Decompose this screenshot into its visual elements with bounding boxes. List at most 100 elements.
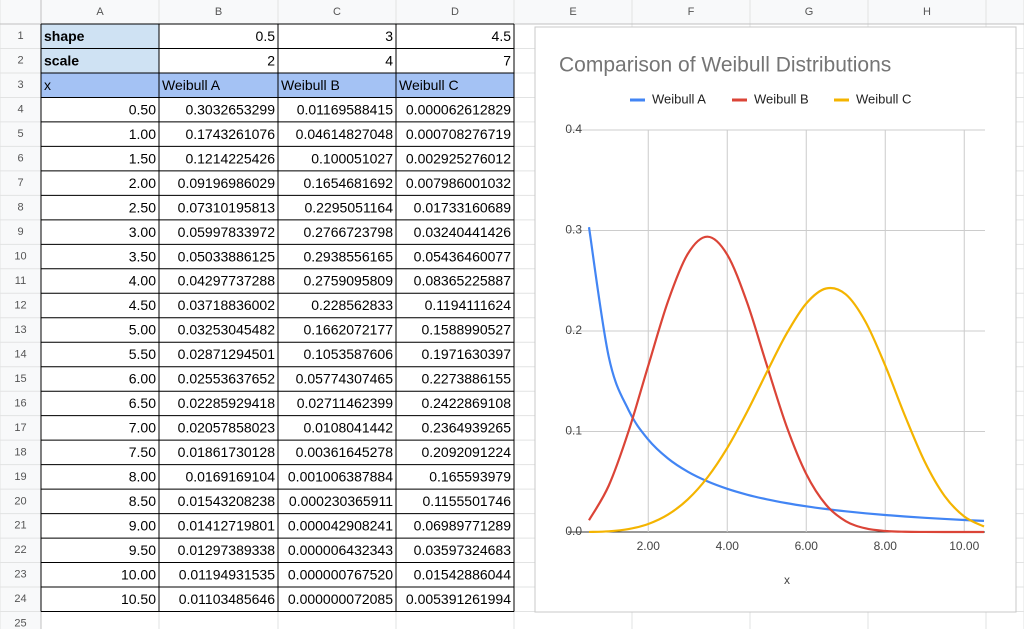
- cell-text[interactable]: 0.01543208238: [178, 493, 276, 509]
- cell-text[interactable]: 0.09196986029: [178, 175, 276, 191]
- cell-text[interactable]: 0.2092091224: [421, 444, 511, 460]
- cell-text[interactable]: 0.01861730128: [178, 444, 276, 460]
- cell-text[interactable]: 3.00: [129, 224, 156, 240]
- cell-text[interactable]: 0.007986001032: [406, 175, 511, 191]
- cell-text[interactable]: 0.03253045482: [178, 322, 276, 338]
- cell-text[interactable]: 7.00: [129, 420, 156, 436]
- cell-text[interactable]: x: [44, 77, 51, 93]
- cell-text[interactable]: 0.00361645278: [296, 444, 394, 460]
- cell-text[interactable]: 0.165593979: [429, 469, 511, 485]
- cell-text[interactable]: 0.01103485646: [179, 591, 275, 607]
- cell-text[interactable]: 8.00: [129, 469, 156, 485]
- cell-text[interactable]: 0.03718836002: [178, 297, 276, 313]
- cell-text[interactable]: 0.03597324683: [414, 542, 512, 558]
- cell-text[interactable]: 0.01169588415: [297, 101, 393, 117]
- cell-text[interactable]: scale: [44, 52, 79, 68]
- cell-text[interactable]: 2.00: [129, 175, 156, 191]
- cell-text[interactable]: 7.50: [129, 444, 156, 460]
- cell-text[interactable]: 1.50: [129, 150, 156, 166]
- cell-text[interactable]: 0.002925276012: [406, 150, 511, 166]
- cell-text[interactable]: Weibull A: [162, 77, 221, 93]
- cell-text[interactable]: 6.50: [129, 395, 156, 411]
- cell-text[interactable]: 6.00: [129, 371, 156, 387]
- cell-text[interactable]: 1.00: [129, 126, 156, 142]
- cell-text[interactable]: 0.04614827048: [296, 126, 394, 142]
- cell-text[interactable]: 5.50: [129, 346, 156, 362]
- cell-text[interactable]: 0.0169169104: [185, 469, 275, 485]
- cell-text[interactable]: 9.00: [129, 518, 156, 534]
- cell-text[interactable]: 0.02285929418: [178, 395, 276, 411]
- cell-text[interactable]: 9.50: [129, 542, 156, 558]
- cell-text[interactable]: 10.00: [121, 567, 156, 583]
- cell-text[interactable]: 4.00: [129, 273, 156, 289]
- cell-text[interactable]: 0.01733160689: [414, 199, 512, 215]
- cell-text[interactable]: 0.02057858023: [178, 420, 276, 436]
- cell-text[interactable]: 0.1654681692: [303, 175, 393, 191]
- cell-text[interactable]: 0.000042908241: [288, 518, 393, 534]
- cell-text[interactable]: 2: [267, 52, 275, 68]
- cell-text[interactable]: 0.02553637652: [178, 371, 276, 387]
- cell-text[interactable]: 0.1588990527: [421, 322, 511, 338]
- cell-text[interactable]: 0.2766723798: [303, 224, 393, 240]
- cell-text[interactable]: 0.2422869108: [421, 395, 511, 411]
- cell-text[interactable]: 5.00: [129, 322, 156, 338]
- cell-text[interactable]: 0.05997833972: [178, 224, 276, 240]
- cell-text[interactable]: 0.02871294501: [178, 346, 276, 362]
- cell-text[interactable]: 0.000062612829: [406, 101, 511, 117]
- cell-text[interactable]: 0.01412719801: [178, 518, 276, 534]
- cell-text[interactable]: 0.2759095809: [303, 273, 393, 289]
- cell-text[interactable]: 0.2938556165: [303, 248, 393, 264]
- cell-text[interactable]: 7: [503, 52, 511, 68]
- cell-text[interactable]: 0.01542886044: [414, 567, 512, 583]
- cell-text[interactable]: 10.50: [121, 591, 156, 607]
- cell-text[interactable]: 0.1743261076: [185, 126, 275, 142]
- cell-text[interactable]: 0.50: [129, 101, 156, 117]
- cell-text[interactable]: 0.1971630397: [421, 346, 511, 362]
- cell-text[interactable]: 4.5: [492, 28, 512, 44]
- cell-text[interactable]: 0.08365225887: [414, 273, 512, 289]
- x-tick-label: 2.00: [637, 539, 661, 553]
- cell-text[interactable]: 2.50: [129, 199, 156, 215]
- cell-text[interactable]: 3.50: [129, 248, 156, 264]
- cell-text[interactable]: 3: [385, 28, 393, 44]
- cell-text[interactable]: 0.000708276719: [406, 126, 511, 142]
- cell-text[interactable]: 0.1053587606: [303, 346, 393, 362]
- cell-text[interactable]: 0.01194931535: [179, 567, 275, 583]
- cell-text[interactable]: 0.100051027: [311, 150, 393, 166]
- cell-text[interactable]: 0.005391261994: [406, 591, 511, 607]
- cell-text[interactable]: 0.1155501746: [423, 493, 512, 509]
- cell-text[interactable]: 0.1194111624: [425, 297, 512, 313]
- cell-text[interactable]: shape: [44, 28, 85, 44]
- cell-text[interactable]: 4: [385, 52, 393, 68]
- cell-text[interactable]: 0.06989771289: [414, 518, 512, 534]
- cell-text[interactable]: 8.50: [129, 493, 156, 509]
- cell-text[interactable]: 0.2364939265: [421, 420, 511, 436]
- cell-text[interactable]: 0.05436460077: [414, 248, 512, 264]
- cell-text[interactable]: 0.1662072177: [303, 322, 393, 338]
- chart[interactable]: Comparison of Weibull Distributions x 0.…: [534, 26, 1017, 613]
- cell-text[interactable]: 0.5: [256, 28, 276, 44]
- cell-text[interactable]: Weibull C: [399, 77, 459, 93]
- cell-text[interactable]: 0.000006432343: [288, 542, 393, 558]
- cell-text[interactable]: 0.02711462399: [297, 395, 393, 411]
- cell-text[interactable]: 0.000000072085: [288, 591, 393, 607]
- cell-text[interactable]: 0.05033886125: [178, 248, 276, 264]
- cell-text[interactable]: 0.03240441426: [414, 224, 512, 240]
- cell-text[interactable]: 0.01297389338: [178, 542, 276, 558]
- cell-text[interactable]: 0.2273886155: [421, 371, 511, 387]
- cell-text[interactable]: 0.2295051164: [305, 199, 394, 215]
- cell-text[interactable]: 0.3032653299: [185, 101, 275, 117]
- cell-text[interactable]: 0.04297737288: [178, 273, 276, 289]
- cell-text[interactable]: 0.001006387884: [288, 469, 393, 485]
- cell-text[interactable]: 0.1214225426: [185, 150, 275, 166]
- cell-text[interactable]: 0.05774307465: [296, 371, 394, 387]
- cell-text[interactable]: 0.228562833: [311, 297, 393, 313]
- cell-text[interactable]: 0.000230365911: [289, 493, 393, 509]
- cell-text[interactable]: 0.07310195813: [178, 199, 276, 215]
- cell-text[interactable]: 0.0108041442: [303, 420, 393, 436]
- cell-text[interactable]: Weibull B: [281, 77, 340, 93]
- cell-text[interactable]: 0.000000767520: [288, 567, 393, 583]
- y-tick-label: 0.4: [565, 122, 582, 136]
- cell-text[interactable]: 4.50: [129, 297, 156, 313]
